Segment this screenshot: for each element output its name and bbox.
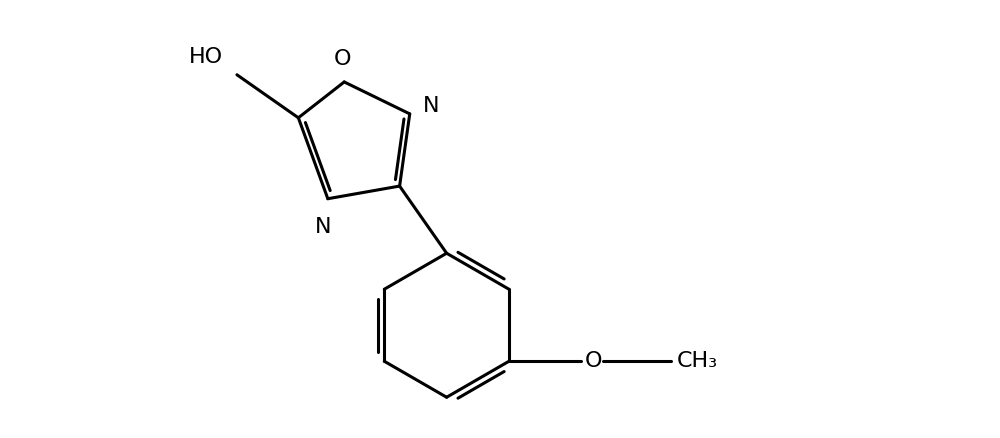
Text: HO: HO bbox=[189, 47, 223, 67]
Text: N: N bbox=[423, 96, 439, 116]
Text: O: O bbox=[585, 351, 602, 371]
Text: N: N bbox=[315, 217, 331, 237]
Text: CH₃: CH₃ bbox=[677, 351, 718, 371]
Text: O: O bbox=[333, 49, 351, 69]
